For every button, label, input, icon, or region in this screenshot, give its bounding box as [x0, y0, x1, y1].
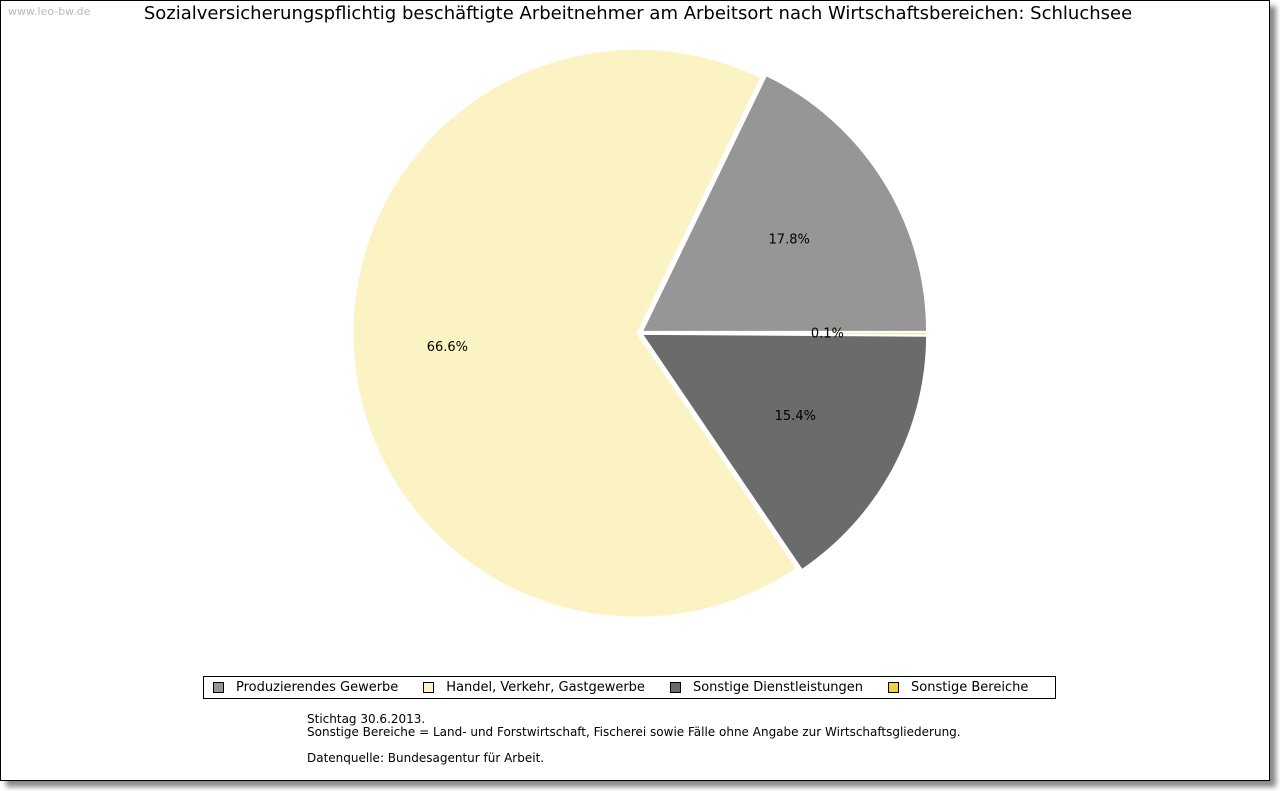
- legend-swatch: [213, 682, 224, 693]
- pie-data-label: 17.8%: [769, 233, 810, 248]
- pie-data-label: 0.1%: [811, 327, 844, 342]
- legend-item-handel: Handel, Verkehr, Gastgewerbe: [423, 680, 645, 695]
- legend-swatch: [888, 682, 900, 693]
- legend-item-produzierendes-gewerbe: Produzierendes Gewerbe: [213, 680, 398, 695]
- pie-chart: 17.8% 66.6% 15.4% 0.1%: [352, 48, 928, 618]
- pie-slice-sonstige-bereiche: [642, 332, 928, 336]
- pie-slice-produzierendes-gewerbe: [641, 75, 928, 332]
- legend-swatch: [423, 682, 435, 693]
- footnotes: Stichtag 30.6.2013. Sonstige Bereiche = …: [307, 713, 961, 765]
- legend-label: Produzierendes Gewerbe: [236, 680, 399, 695]
- legend-item-sonstige-dienstleistungen: Sonstige Dienstleistungen: [669, 680, 864, 695]
- watermark: www.leo-bw.de: [8, 5, 91, 18]
- footnote-stichtag: Stichtag 30.6.2013.: [307, 712, 426, 726]
- footnote-definition: Sonstige Bereiche = Land- und Forstwirts…: [307, 725, 961, 739]
- pie-data-label: 66.6%: [427, 340, 468, 355]
- legend-label: Sonstige Bereiche: [911, 680, 1029, 695]
- legend-item-sonstige-bereiche: Sonstige Bereiche: [888, 680, 1028, 695]
- pie-slice-sonstige-dienstleistungen: [641, 333, 928, 571]
- legend-label: Sonstige Dienstleistungen: [692, 680, 864, 695]
- legend-label: Handel, Verkehr, Gastgewerbe: [446, 680, 645, 695]
- legend-swatch: [669, 682, 681, 693]
- chart-title: Sozialversicherungspflichtig beschäftigt…: [143, 3, 1133, 24]
- pie-data-label: 15.4%: [775, 409, 816, 424]
- legend: Produzierendes Gewerbe Handel, Verkehr, …: [203, 676, 1056, 699]
- footnote-source: Datenquelle: Bundesagentur für Arbeit.: [307, 751, 545, 765]
- pie-slice-handel-verkehr-gastgewerbe: [352, 48, 798, 618]
